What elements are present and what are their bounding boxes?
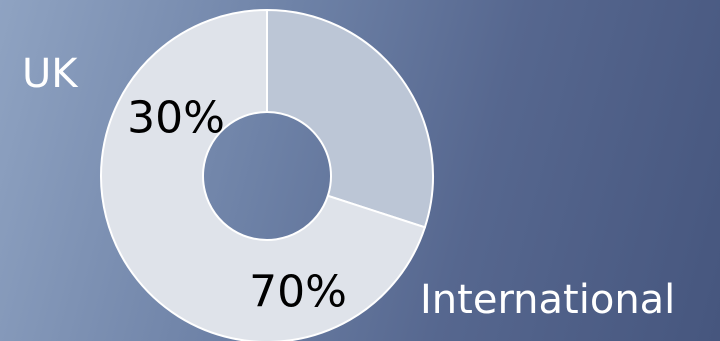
donut-value-labels: 30% 70% <box>127 93 347 318</box>
category-label-uk: UK <box>22 51 78 97</box>
category-label-international: International <box>420 277 676 323</box>
slice-international <box>100 8 427 341</box>
value-label-uk: 30% <box>127 93 225 144</box>
slice-uk <box>266 8 434 229</box>
donut-slices <box>100 8 434 341</box>
value-label-international: 70% <box>249 267 347 318</box>
